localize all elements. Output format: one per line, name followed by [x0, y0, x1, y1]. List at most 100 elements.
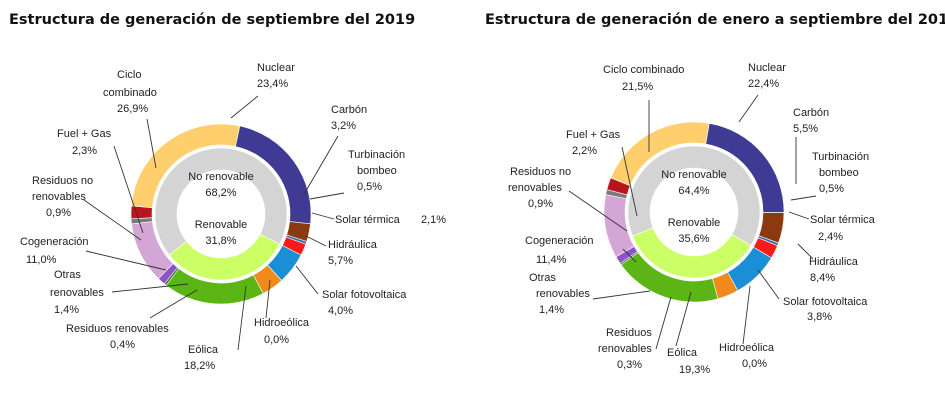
- slice-label: Residuos no: [32, 175, 93, 187]
- leader-line: [592, 290, 651, 300]
- slice-value: 19,3%: [679, 364, 710, 376]
- slice-value: 3,2%: [331, 120, 356, 132]
- slice-label: Cogeneración: [20, 236, 89, 248]
- slice-value: 0,4%: [110, 339, 135, 351]
- slice-value: 11,0%: [26, 254, 57, 266]
- slice-label: Hidráulica: [809, 256, 859, 268]
- slice-label: Hidroeólica: [254, 317, 310, 329]
- slice-label: Turbinación: [812, 151, 869, 163]
- slice-value: 0,5%: [819, 183, 844, 195]
- leader-line: [265, 279, 271, 319]
- leader-line: [622, 248, 637, 263]
- slice-label: Hidroeólica: [719, 342, 775, 354]
- inner-slice-value: 64,4%: [678, 185, 709, 197]
- slice-label: renovables: [32, 191, 86, 203]
- inner-slice-label: No renovable: [661, 169, 726, 181]
- leader-line: [738, 94, 759, 123]
- donut-inner-slice: [154, 147, 288, 256]
- slice-value: 0,0%: [264, 334, 289, 346]
- slice-value: 3,8%: [807, 311, 832, 323]
- donut-chart-january-september: No renovable 64,4% Renovable 35,6% Nuclear 22…: [508, 62, 876, 376]
- slice-label: Nuclear: [748, 62, 786, 74]
- slice-label: renovables: [536, 288, 590, 300]
- slice-value: 26,9%: [117, 103, 148, 115]
- donut-slice: [610, 121, 710, 187]
- slice-label: Ciclo combinado: [603, 64, 684, 76]
- leader-line: [295, 265, 319, 295]
- slice-label: Residuos no: [510, 166, 571, 178]
- chart-panel-september: Estructura de generación de septiembre d…: [0, 0, 472, 416]
- slice-value: 2,1%: [421, 214, 446, 226]
- slice-label: Otras: [529, 272, 556, 284]
- chart-title: Estructura de generación de septiembre d…: [9, 12, 416, 28]
- inner-slice-label: Renovable: [195, 219, 248, 231]
- slice-label: Otras: [54, 269, 81, 281]
- leader-line: [790, 195, 817, 201]
- slice-value: 1,4%: [539, 304, 564, 316]
- slice-value: 0,5%: [357, 181, 382, 193]
- slice-value: 0,0%: [742, 358, 767, 370]
- leader-line: [757, 269, 780, 300]
- slice-value: 18,2%: [184, 360, 215, 372]
- slice-label: Turbinación: [348, 149, 405, 161]
- slice-label: Nuclear: [257, 62, 295, 74]
- slice-label: Carbón: [331, 104, 367, 116]
- chart-panel-january-september: Estructura de generación de enero a sept…: [473, 0, 945, 416]
- slice-label: renovables: [598, 343, 652, 355]
- slice-value: 0,9%: [528, 198, 553, 210]
- slice-value: 5,5%: [793, 123, 818, 135]
- slice-label: Eólica: [667, 347, 698, 359]
- slice-label: renovables: [508, 182, 562, 194]
- chart-title: Estructura de generación de enero a sept…: [485, 12, 945, 28]
- slice-label: Residuos: [606, 327, 652, 339]
- slice-label: Hidráulica: [328, 239, 378, 251]
- slice-value: 2,2%: [572, 145, 597, 157]
- slice-label: Ciclo: [117, 69, 141, 81]
- slice-label: combinado: [103, 87, 157, 99]
- slice-label: bombeo: [819, 167, 859, 179]
- leader-line: [568, 190, 628, 232]
- slice-label: Fuel + Gas: [566, 129, 621, 141]
- slice-label: Solar térmica: [810, 214, 876, 226]
- slice-value: 4,0%: [328, 305, 353, 317]
- donut-slice: [131, 123, 241, 209]
- slice-value: 2,3%: [72, 145, 97, 157]
- slice-label: renovables: [50, 287, 104, 299]
- slice-label: Solar fotovoltaica: [783, 296, 868, 308]
- slice-value: 8,4%: [810, 272, 835, 284]
- inner-slice-value: 68,2%: [205, 187, 236, 199]
- leader-line: [309, 192, 345, 200]
- leader-line: [83, 199, 142, 241]
- leader-line: [655, 296, 672, 350]
- slice-value: 0,3%: [617, 359, 642, 371]
- slice-label: Carbón: [793, 107, 829, 119]
- slice-value: 23,4%: [257, 78, 288, 90]
- slice-label: Cogeneración: [525, 235, 594, 247]
- leader-line: [111, 283, 189, 293]
- leader-line: [305, 235, 327, 247]
- inner-slice-value: 31,8%: [205, 235, 236, 247]
- leader-line: [113, 145, 144, 234]
- leader-line: [621, 146, 638, 217]
- leader-line: [146, 118, 157, 169]
- inner-slice-value: 35,6%: [678, 233, 709, 245]
- leader-line: [85, 250, 167, 271]
- leader-line: [788, 211, 810, 220]
- slice-value: 11,4%: [536, 254, 567, 266]
- leader-line: [311, 212, 335, 220]
- slice-value: 1,4%: [54, 304, 79, 316]
- leader-line: [742, 285, 751, 345]
- slice-label: bombeo: [357, 165, 397, 177]
- slice-value: 22,4%: [748, 78, 779, 90]
- slice-value: 2,4%: [818, 231, 843, 243]
- slice-label: Residuos renovables: [66, 323, 169, 335]
- slice-value: 5,7%: [328, 255, 353, 267]
- leader-line: [237, 285, 247, 351]
- inner-slice-label: Renovable: [668, 217, 721, 229]
- inner-slice-label: No renovable: [188, 171, 253, 183]
- leader-line: [675, 291, 692, 347]
- slice-value: 21,5%: [622, 81, 653, 93]
- donut-inner-slice: [627, 145, 761, 247]
- leader-line: [230, 95, 259, 119]
- donut-chart-september: No renovable 68,2% Renovable 31,8% Nuclear 23…: [20, 62, 446, 372]
